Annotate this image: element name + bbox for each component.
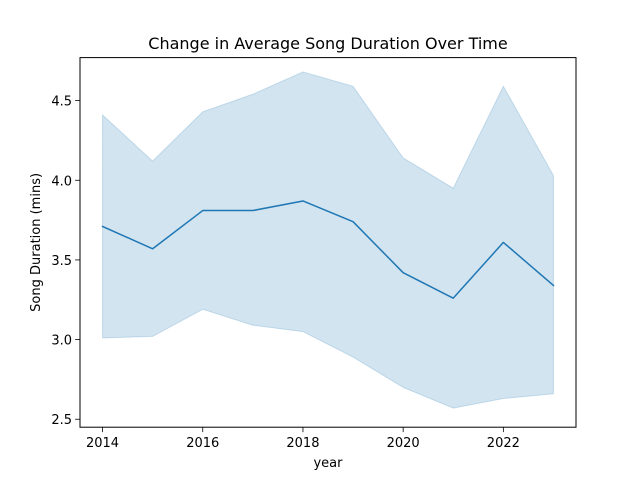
x-tick-label: 2020 xyxy=(387,436,420,451)
y-tick-label: 2.5 xyxy=(51,413,72,428)
x-tick-label: 2014 xyxy=(86,436,119,451)
chart-title: Change in Average Song Duration Over Tim… xyxy=(148,34,507,53)
x-tick-label: 2022 xyxy=(487,436,520,451)
x-tick-label: 2018 xyxy=(286,436,319,451)
series-line-0 xyxy=(101,200,555,299)
y-axis: 2.5 3.0 3.5 4.0 4.5 xyxy=(51,95,80,428)
y-tick-label: 4.5 xyxy=(51,95,72,110)
plot-area xyxy=(101,71,555,409)
y-tick-label: 3.5 xyxy=(51,254,72,269)
y-tick-label: 3.0 xyxy=(51,334,72,349)
x-tick-label: 2016 xyxy=(186,436,219,451)
x-axis: 2014 2016 2018 2020 2022 xyxy=(86,427,520,451)
x-axis-label: year xyxy=(313,456,343,471)
plot-frame xyxy=(79,57,577,428)
y-axis-label: Song Duration (mins) xyxy=(29,173,44,312)
confidence-band-0 xyxy=(102,71,554,409)
y-tick-label: 4.0 xyxy=(51,174,72,189)
